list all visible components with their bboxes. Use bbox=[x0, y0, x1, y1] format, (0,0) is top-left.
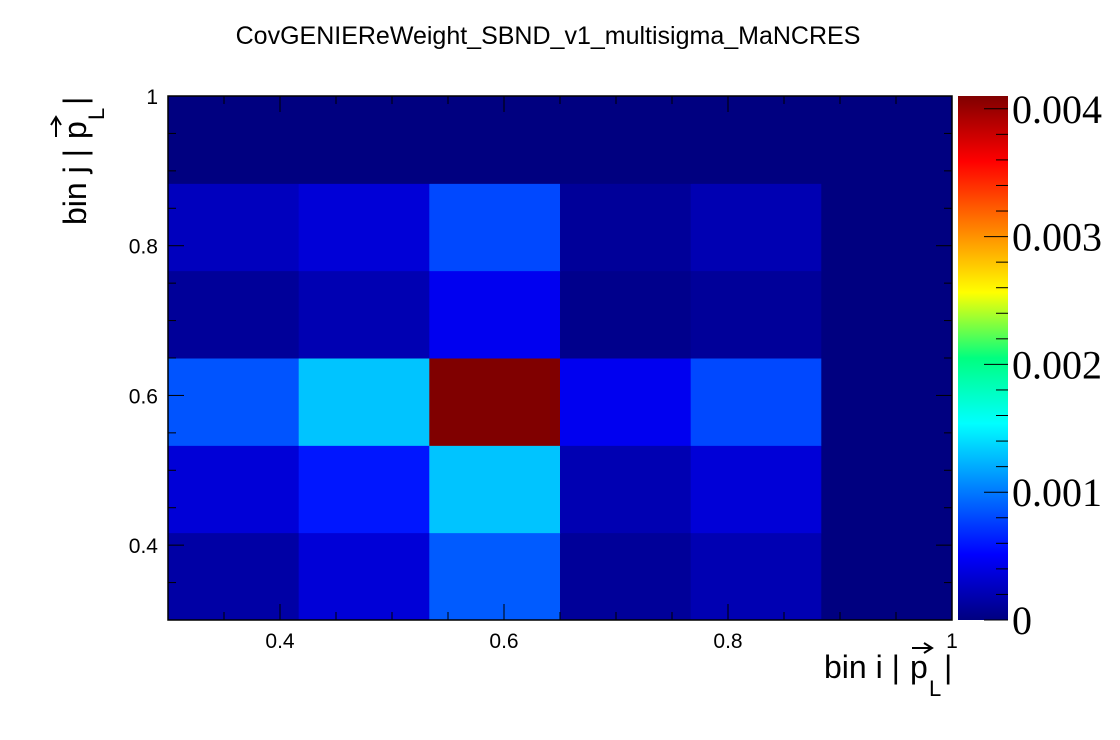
heatmap-cell bbox=[560, 183, 692, 272]
svg-text:p: p bbox=[57, 121, 93, 139]
heatmap-cell bbox=[690, 532, 822, 621]
chart-title: CovGENIEReWeight_SBND_v1_multisigma_MaNC… bbox=[236, 22, 861, 50]
x-tick-label: 0.8 bbox=[713, 630, 742, 653]
svg-text:L: L bbox=[929, 676, 941, 701]
heatmap-cell bbox=[429, 445, 561, 534]
heatmap-cell bbox=[560, 532, 692, 621]
heatmap-cell bbox=[298, 183, 430, 272]
heatmap-cell bbox=[821, 270, 953, 359]
heatmap-cell bbox=[560, 445, 692, 534]
heatmap-cell bbox=[298, 96, 430, 184]
color-scale-label: 0.002 bbox=[1012, 342, 1102, 387]
y-axis-title: bin j | p L | bbox=[50, 97, 109, 225]
svg-text:p: p bbox=[910, 649, 928, 685]
heatmap-cell bbox=[429, 270, 561, 359]
heatmap-cell bbox=[560, 270, 692, 359]
heatmap-cell bbox=[168, 270, 300, 359]
color-scale-bar bbox=[958, 96, 1008, 620]
heatmap-cell bbox=[298, 358, 430, 446]
x-tick-label: 0.6 bbox=[489, 630, 518, 653]
heatmap-cells bbox=[168, 96, 953, 621]
heatmap-cell bbox=[429, 358, 561, 446]
heatmap-cell bbox=[690, 270, 822, 359]
color-scale-label: 0 bbox=[1012, 598, 1032, 643]
y-tick-label: 0.8 bbox=[129, 236, 158, 259]
x-tick-label: 1 bbox=[946, 630, 958, 653]
color-scale-label: 0.004 bbox=[1012, 87, 1102, 132]
heatmap-cell bbox=[429, 532, 561, 621]
x-tick-label: 0.4 bbox=[265, 630, 295, 653]
heatmap-cell bbox=[821, 358, 953, 446]
heatmap-cell bbox=[298, 532, 430, 621]
heatmap-cell bbox=[821, 183, 953, 272]
color-scale-label: 0.001 bbox=[1012, 470, 1102, 515]
heatmap-cell bbox=[690, 445, 822, 534]
svg-text:bin j |: bin j | bbox=[57, 149, 93, 225]
heatmap-cell bbox=[821, 96, 953, 184]
heatmap-cell bbox=[690, 96, 822, 184]
heatmap-cell bbox=[168, 358, 300, 446]
heatmap-cell bbox=[429, 183, 561, 272]
heatmap-cell bbox=[168, 445, 300, 534]
color-scale-label: 0.003 bbox=[1012, 215, 1102, 260]
y-tick-label: 0.4 bbox=[129, 535, 159, 558]
color-scale: 0 0.001 0.002 0.003 0.004 bbox=[958, 87, 1102, 643]
svg-text:bin i |: bin i | bbox=[824, 649, 900, 685]
heatmap-cell bbox=[560, 358, 692, 446]
heatmap-cell bbox=[821, 532, 953, 621]
svg-text:L: L bbox=[84, 108, 109, 120]
y-tick-label: 1 bbox=[146, 86, 158, 109]
heatmap-cell bbox=[168, 532, 300, 621]
heatmap-cell bbox=[690, 183, 822, 272]
vector-arrow-icon bbox=[912, 642, 934, 654]
svg-text:|: | bbox=[944, 649, 952, 685]
heatmap-cell bbox=[690, 358, 822, 446]
heatmap-cell bbox=[168, 183, 300, 272]
heatmap-cell bbox=[298, 270, 430, 359]
heatmap-cell bbox=[298, 445, 430, 534]
x-axis-title: bin i | p L | bbox=[824, 642, 952, 701]
y-tick-label: 0.6 bbox=[129, 385, 158, 408]
heatmap-cell bbox=[821, 445, 953, 534]
vector-arrow-icon bbox=[50, 115, 62, 137]
axes: 0.4 0.6 0.8 1 0.4 0.6 0.8 1 bbox=[129, 86, 958, 653]
heatmap-cell bbox=[560, 96, 692, 184]
svg-text:|: | bbox=[57, 97, 93, 105]
heatmap-cell bbox=[429, 96, 561, 184]
heatmap-cell bbox=[168, 96, 300, 184]
